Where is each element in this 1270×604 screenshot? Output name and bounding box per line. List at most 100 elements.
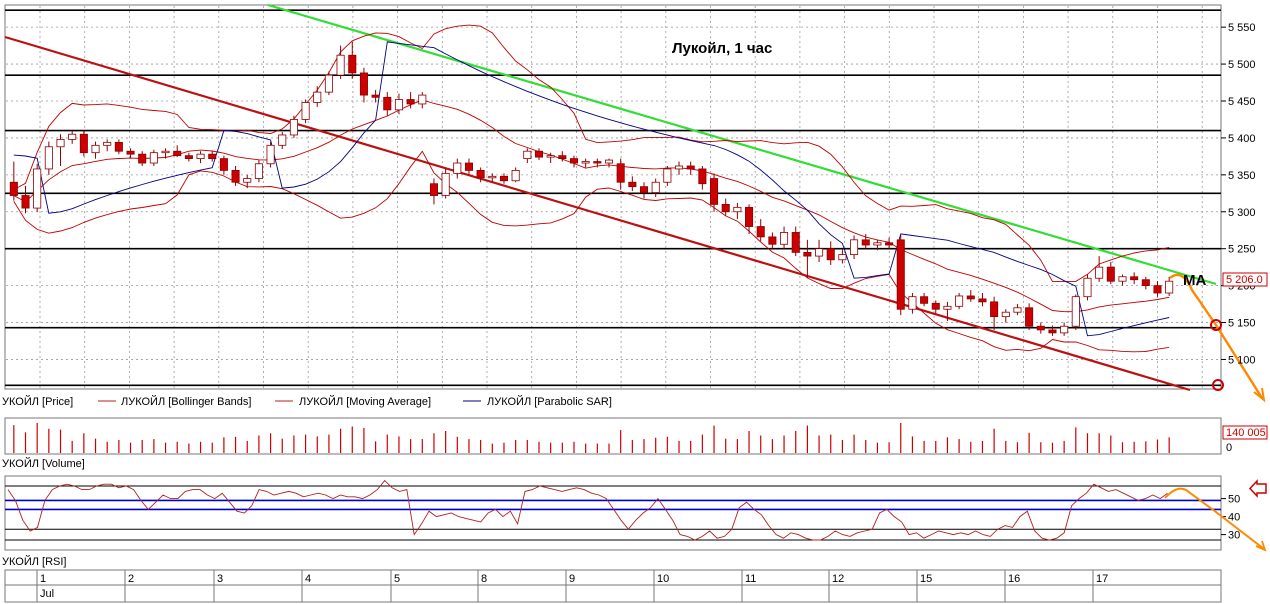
support-trendline	[4, 35, 1191, 392]
candle-body	[569, 158, 579, 164]
candle-body	[558, 155, 567, 159]
chart-title: Лукойл, 1 час	[672, 40, 772, 57]
candle-body	[1048, 329, 1057, 334]
candle-body	[838, 254, 847, 261]
candle-body	[126, 150, 135, 155]
candle-body	[978, 298, 987, 303]
candle-body	[33, 168, 42, 209]
day-label: 11	[745, 573, 756, 585]
candle-body	[698, 168, 707, 185]
candle-body	[896, 239, 905, 310]
candles	[9, 41, 1174, 336]
candle-body	[815, 248, 824, 257]
trendlines	[4, 3, 1217, 392]
candle-body	[371, 94, 380, 98]
candle-body	[966, 295, 975, 300]
moving-average-line	[13, 99, 1170, 313]
candle-body	[313, 91, 322, 103]
candle-body	[488, 175, 497, 179]
candle-body	[616, 163, 625, 183]
candle-body	[1060, 325, 1069, 334]
candle-body	[1141, 279, 1150, 287]
candle-body	[324, 74, 333, 93]
candle-body	[546, 155, 555, 158]
price-tick-label: 5 300	[1228, 207, 1256, 219]
legend-parabolic-sar: ЛУКОЙЛ [Parabolic SAR]	[487, 395, 612, 408]
rsi-tick-label: 50	[1228, 494, 1240, 506]
candle-body	[920, 296, 929, 304]
candle-body	[826, 248, 835, 261]
candle-body	[184, 155, 193, 159]
rsi-panel	[4, 475, 1222, 551]
candle-body	[1118, 276, 1127, 282]
candle-body	[885, 242, 894, 246]
price-tick-label: 5 450	[1228, 96, 1256, 108]
candle-body	[686, 165, 695, 170]
candle-body	[44, 146, 53, 170]
candle-body	[406, 99, 415, 105]
day-label: 12	[832, 573, 844, 585]
candle-body	[908, 296, 917, 310]
candle-body	[359, 72, 368, 96]
bollinger-lower	[13, 150, 1170, 353]
candle-body	[756, 226, 765, 238]
day-label: 1	[40, 573, 46, 585]
candle-body	[173, 150, 182, 157]
candle-body	[196, 153, 205, 160]
candle-body	[523, 150, 532, 159]
candle-body	[639, 186, 649, 193]
candle-body	[56, 138, 65, 148]
candle-body	[780, 232, 789, 245]
candle-body	[114, 141, 123, 152]
candle-body	[943, 305, 952, 310]
candle-body	[254, 163, 263, 179]
candle-body	[289, 119, 298, 136]
resistance-trendline	[267, 3, 1217, 286]
candle-body	[791, 232, 800, 253]
candle-body	[511, 170, 520, 182]
ma-label: MA	[1183, 272, 1206, 289]
last-price-box	[1222, 272, 1268, 287]
legend-price: УКОЙЛ [Price]	[2, 395, 73, 408]
candle-body	[453, 162, 462, 174]
candle-body	[1130, 276, 1139, 281]
month-label: Jul	[40, 588, 54, 600]
last-price-label: 5 206.0	[1226, 274, 1263, 286]
candle-body	[9, 181, 18, 196]
price-legend: УКОЙЛ [Price] ЛУКОЙЛ [Bollinger Bands] Л…	[2, 395, 612, 408]
candle-body	[1025, 307, 1034, 327]
candle-body	[768, 236, 777, 245]
volume-panel	[4, 417, 1222, 455]
day-label: 16	[1008, 573, 1020, 585]
candle-body	[745, 206, 754, 227]
candle-body	[103, 141, 112, 146]
rsi-arrow-marker	[1248, 479, 1267, 498]
day-label: 15	[920, 573, 932, 585]
candle-body	[149, 152, 158, 164]
candle-body	[733, 206, 742, 213]
rsi-axis: 50 40 30	[1221, 494, 1240, 542]
price-tick-label: 5 150	[1228, 318, 1256, 330]
candle-body	[990, 301, 999, 318]
candle-body	[161, 150, 170, 154]
price-forecast-arrow	[1169, 273, 1266, 403]
volume-zero-label: 0	[1226, 442, 1232, 454]
candle-body	[464, 162, 473, 171]
price-tick-label: 5 250	[1228, 244, 1256, 256]
day-label: 4	[305, 573, 311, 585]
candle-body	[803, 251, 812, 257]
candle-body	[348, 54, 357, 74]
horizontal-levels	[5, 9, 1221, 387]
candle-body	[1071, 296, 1080, 327]
rsi-tick-label: 40	[1228, 512, 1240, 524]
candle-body	[1083, 277, 1092, 298]
price-tick-label: 5 350	[1228, 170, 1256, 182]
rsi-forecast-arrow	[1164, 487, 1267, 552]
day-label: 10	[657, 573, 669, 585]
candle-body	[301, 102, 310, 120]
rsi-tick-label: 30	[1228, 530, 1240, 542]
price-panel	[4, 4, 1222, 390]
day-label: 2	[128, 573, 134, 585]
